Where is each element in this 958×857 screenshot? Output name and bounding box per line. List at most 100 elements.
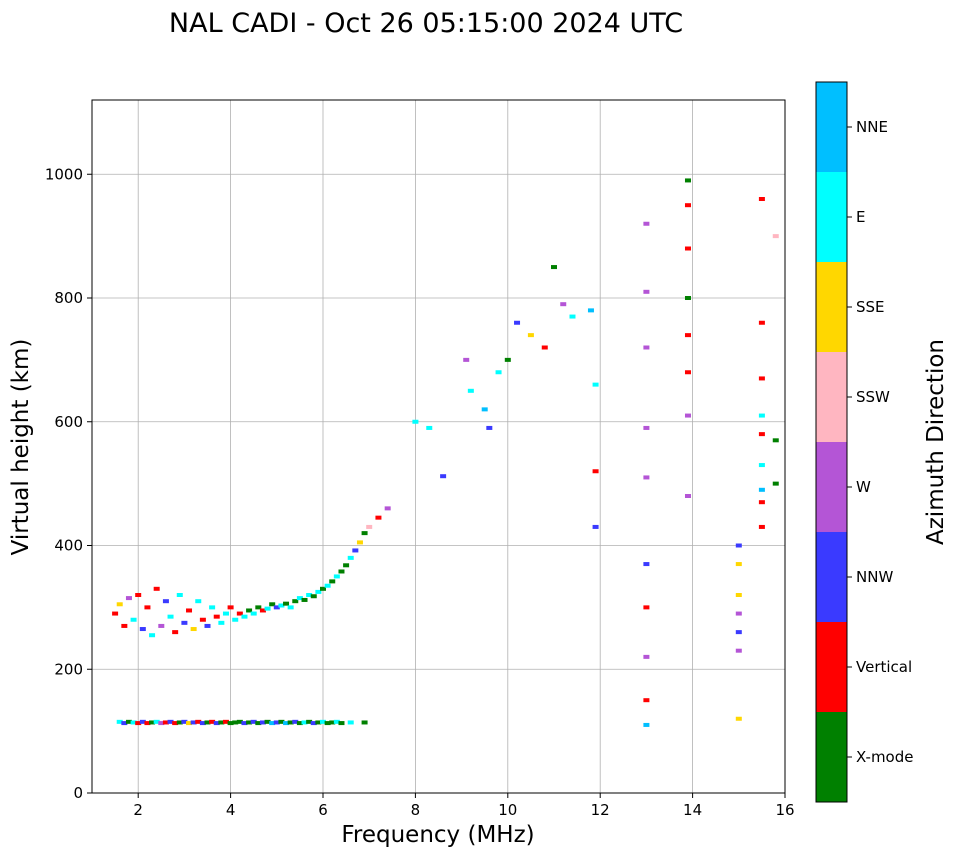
data-point: [758, 500, 765, 505]
data-point: [135, 721, 142, 726]
data-point: [264, 719, 271, 724]
data-point: [320, 719, 326, 724]
data-point: [264, 606, 271, 611]
data-point: [296, 721, 303, 726]
data-point: [347, 555, 354, 560]
data-point: [643, 698, 650, 703]
colorbar-tick-label: NNW: [856, 568, 893, 586]
data-point: [222, 719, 229, 724]
colorbar-tick-label: Vertical: [856, 658, 912, 676]
data-point: [735, 562, 742, 567]
data-point: [125, 596, 132, 601]
data-point: [296, 596, 303, 601]
colorbar-frame: [815, 81, 848, 803]
data-point: [560, 302, 567, 307]
data-point: [758, 376, 765, 381]
data-point: [273, 605, 280, 610]
data-point: [149, 633, 156, 638]
data-point: [467, 388, 474, 393]
colorbar-tick-label: NNE: [856, 118, 888, 136]
data-point: [758, 463, 765, 468]
data-point: [643, 654, 650, 659]
data-point: [772, 438, 779, 443]
data-point: [643, 345, 650, 350]
data-point: [236, 611, 243, 616]
data-point: [569, 314, 576, 319]
data-point: [758, 197, 765, 201]
data-point: [352, 548, 359, 553]
data-point: [684, 413, 691, 418]
data-point: [130, 720, 137, 725]
data-point: [227, 605, 234, 610]
data-point: [735, 630, 742, 635]
x-axis-ticks: 2 4 6 8 10 12 14 16: [133, 793, 795, 819]
data-point: [758, 413, 765, 418]
data-point: [112, 611, 119, 616]
data-point: [324, 583, 331, 588]
data-point: [338, 569, 345, 574]
data-point: [250, 719, 257, 724]
colorbar-segment: [816, 622, 847, 712]
data-point: [643, 562, 650, 567]
y-tick-label: 600: [54, 413, 83, 431]
data-point: [551, 265, 557, 270]
data-point: [320, 586, 326, 591]
data-point: [486, 425, 493, 430]
colorbar-tick-label: E: [856, 208, 865, 226]
y-tick-label: 800: [54, 289, 83, 307]
data-point: [338, 721, 345, 726]
data-point: [329, 720, 336, 725]
data-point: [153, 719, 160, 724]
colorbar-segment: [816, 82, 847, 172]
data-point: [283, 721, 290, 726]
chart-title: NAL CADI - Oct 26 05:15:00 2024 UTC: [169, 8, 683, 39]
data-point: [218, 620, 225, 625]
data-point: [684, 494, 691, 498]
data-point: [514, 320, 521, 325]
colorbar-tick-label: SSE: [856, 298, 885, 316]
data-point: [361, 531, 368, 536]
x-tick-label: 14: [683, 801, 702, 819]
plot-area: [92, 100, 785, 793]
x-tick-label: 16: [775, 801, 794, 819]
y-axis-label: Virtual height (km): [8, 339, 34, 556]
data-point: [592, 469, 599, 474]
data-point: [324, 721, 331, 726]
data-point: [301, 720, 308, 725]
data-point: [139, 719, 146, 724]
data-point: [250, 611, 257, 616]
data-point: [758, 432, 765, 437]
data-point: [125, 719, 132, 724]
data-point: [213, 614, 220, 619]
data-point: [116, 602, 123, 607]
data-point: [735, 648, 742, 653]
data-point: [684, 246, 691, 251]
y-tick-label: 0: [73, 784, 83, 802]
data-point: [181, 620, 188, 625]
data-point: [643, 475, 650, 480]
data-point: [375, 515, 382, 520]
data-point: [218, 720, 225, 725]
series-group: [116, 719, 368, 726]
y-tick-label: 400: [54, 537, 83, 555]
y-tick-label: 1000: [45, 165, 83, 183]
data-point: [292, 719, 299, 724]
series-group: [758, 197, 779, 529]
data-point: [176, 720, 183, 725]
data-point: [758, 320, 765, 325]
data-point: [255, 721, 262, 726]
x-tick-label: 12: [591, 801, 610, 819]
data-point: [144, 721, 151, 726]
plot-frame: [91, 99, 786, 794]
data-point: [199, 721, 206, 726]
colorbar-segment: [816, 352, 847, 442]
data-point: [333, 719, 340, 724]
data-point: [181, 719, 188, 724]
series-group: [643, 221, 650, 727]
data-point: [481, 407, 488, 412]
data-point: [758, 487, 765, 492]
data-point: [772, 481, 779, 486]
data-point: [269, 721, 276, 726]
data-point: [167, 614, 174, 619]
data-point: [527, 333, 534, 338]
